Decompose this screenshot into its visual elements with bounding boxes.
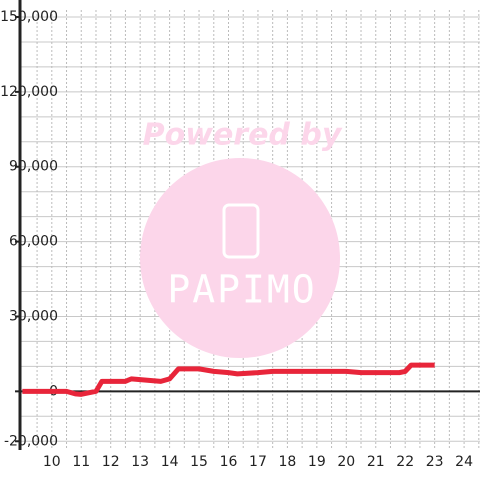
y-tick-label: 120,000 [0,84,58,100]
data-line [22,362,435,397]
x-tick-label: 18 [278,454,296,470]
x-tick-label: 22 [396,454,414,470]
x-tick-label: 12 [102,454,120,470]
x-tick-label: 24 [455,454,473,470]
watermark-phone [222,203,260,259]
x-tick-label: 21 [367,454,385,470]
y-tick-label: 30,000 [9,308,58,324]
x-tick-label: 17 [249,454,267,470]
x-tick-label: 11 [72,454,90,470]
watermark-text: Powered by [143,118,343,153]
y-tick-label: 60,000 [9,234,58,250]
x-tick-label: 10 [43,454,61,470]
x-tick-label: 20 [337,454,355,470]
x-tick-label: 16 [220,454,238,470]
x-tick-label: 15 [190,454,208,470]
watermark: Powered by PAPIMO [140,118,343,358]
y-tick-label: 150,000 [0,9,58,25]
x-tick-label: 19 [308,454,326,470]
x-tick-label: 23 [426,454,444,470]
watermark-logo: PAPIMO [167,268,316,312]
y-tick-label: -20,000 [4,433,58,449]
y-tick-label: 90,000 [9,159,58,175]
x-tick-label: 14 [161,454,179,470]
x-tick-label: 13 [131,454,149,470]
